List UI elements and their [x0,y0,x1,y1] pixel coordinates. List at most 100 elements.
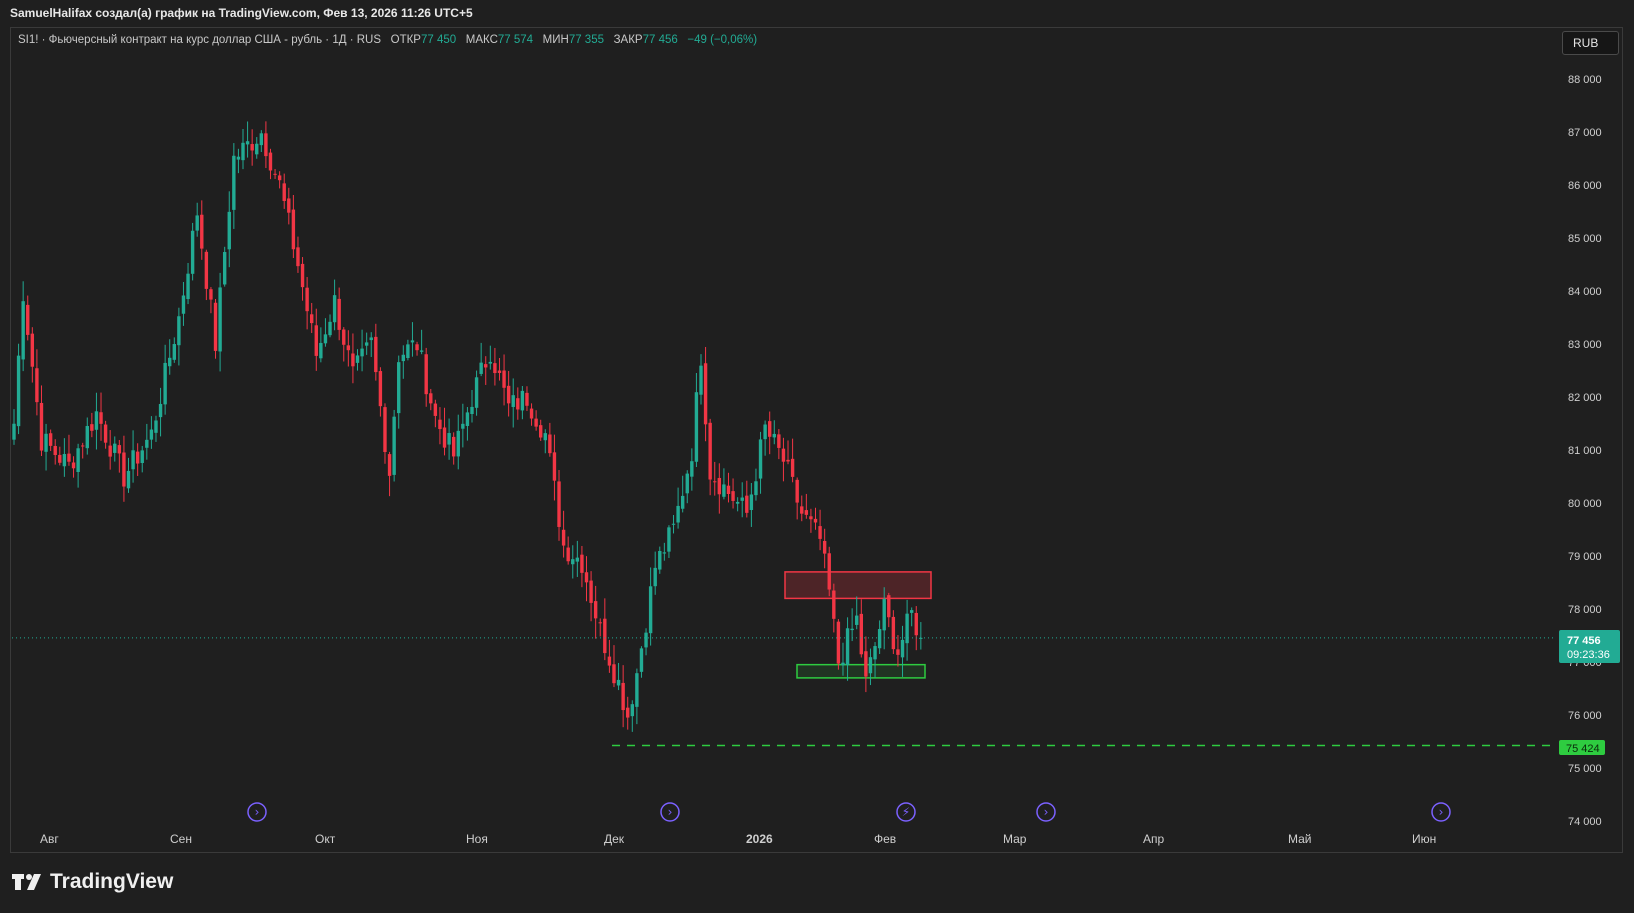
candle-body [868,657,873,674]
candle-body [117,445,122,454]
earnings-event-icon[interactable]: ⚡ [896,802,916,822]
candle-body [456,430,460,457]
high-label: МАКС [465,34,498,46]
candle-body [103,424,108,443]
svg-text:›: › [668,805,673,819]
candle-body [800,506,804,514]
candle-body [740,497,744,501]
candle-body [195,215,199,231]
candle-body [864,651,868,677]
candle-body [62,454,67,467]
candle-body [287,198,291,213]
candle-body [607,656,612,666]
last-price-badge [1559,630,1620,663]
chart-frame [10,27,1623,853]
countdown-text: 09:23:36 [1567,649,1610,661]
candle-body [593,601,598,619]
brand-name: TradingView [50,870,174,893]
candle-body [626,707,630,718]
x-tick-label: 2026 [746,832,773,846]
candle-body [873,646,877,660]
candle-body [703,363,708,425]
close-label: ЗАКР [613,34,643,46]
candle-body [90,424,94,431]
x-tick-label: Мар [1003,832,1027,846]
candle-body [255,143,259,155]
candle-body [539,425,543,438]
dividend-event-icon[interactable]: › [247,802,267,822]
candle-body [543,433,547,441]
svg-text:›: › [1439,805,1444,819]
candle-body [630,704,634,717]
candle-body [511,395,515,407]
candle-body [804,510,809,515]
candle-body [410,340,415,343]
candle-body [305,287,309,312]
x-tick-label: Дек [604,832,625,846]
candle-body [813,518,818,523]
candle-body [186,273,190,300]
candle-body [250,144,254,151]
dividend-event-icon[interactable]: › [1431,802,1451,822]
candle-body [99,412,103,424]
candle-body [726,485,731,495]
candle-body [818,526,822,539]
resistance-zone[interactable] [784,571,932,600]
candle-body [401,354,405,362]
candle-body [713,481,717,483]
candle-body [135,451,140,464]
candle-body [35,368,39,403]
candle-body [639,648,644,672]
candle-body [369,337,373,341]
tradingview-logo[interactable]: TradingView [12,870,173,894]
candle-body [81,445,85,447]
x-tick-label: Сен [170,832,192,846]
candle-body [914,612,918,636]
y-tick-label: 86 000 [1568,180,1602,192]
candle-body [204,251,209,289]
y-tick-label: 88 000 [1568,74,1602,86]
level-badge [1559,740,1605,755]
candle-body [236,156,241,160]
svg-text:›: › [255,805,260,819]
candle-body [30,333,35,367]
candle-body [277,175,282,181]
candle-body [699,365,703,395]
candle-body [282,183,286,201]
currency-button[interactable]: RUB [1562,31,1619,55]
candle-body [397,362,401,414]
candle-body [140,450,144,464]
low-label: МИН [542,34,569,46]
dividend-event-icon[interactable]: › [660,802,680,822]
candle-body [374,336,378,373]
candle-body [685,473,689,494]
candle-body [53,445,57,456]
candle-body [447,433,451,445]
candle-body [310,314,314,324]
y-tick-label: 82 000 [1568,392,1602,404]
candle-body [314,325,318,356]
candle-body [433,403,438,416]
candle-body [827,553,831,590]
candle-body [832,590,836,619]
candle-body [474,377,479,408]
open-label: ОТКР [390,34,421,46]
candle-body [461,423,465,429]
candle-body [296,247,300,267]
candle-body [429,393,433,404]
candle-body [616,679,621,686]
candle-body [451,436,456,457]
candle-body [479,362,483,374]
candle-body [218,287,222,352]
candle-body [419,350,424,352]
candle-body [745,495,749,513]
support-zone[interactable] [796,663,926,679]
candle-body [749,494,754,511]
candle-body [213,302,218,351]
dividend-event-icon[interactable]: › [1036,802,1056,822]
candle-body [758,439,763,479]
candle-body [859,613,863,655]
y-tick-label: 87 000 [1568,127,1602,139]
candle-body [209,289,213,300]
